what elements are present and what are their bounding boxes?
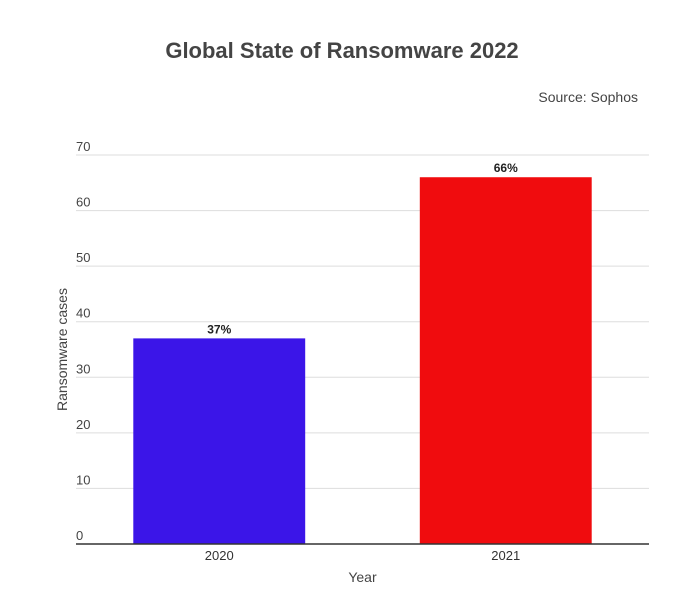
x-tick-label-2020: 2020 [205, 548, 234, 563]
y-axis-ticks: 0 10 20 30 40 50 60 70 [76, 139, 90, 543]
y-tick-label: 70 [76, 139, 90, 154]
y-tick-label: 40 [76, 306, 90, 321]
y-tick-label: 20 [76, 417, 90, 432]
bar-2020 [133, 338, 306, 544]
y-tick-label: 0 [76, 528, 83, 543]
data-labels: 37% 66% [207, 161, 518, 336]
y-tick-label: 50 [76, 250, 90, 265]
data-label-2020: 37% [207, 322, 231, 336]
x-axis-title: Year [348, 569, 377, 585]
y-tick-label: 60 [76, 195, 90, 210]
y-tick-label: 30 [76, 361, 90, 376]
chart-source: Source: Sophos [538, 89, 638, 105]
bars [133, 177, 592, 544]
bar-2021 [419, 177, 592, 544]
chart-title: Global State of Ransomware 2022 [165, 38, 519, 63]
x-tick-label-2021: 2021 [491, 548, 520, 563]
y-axis-title: Ransomware cases [54, 288, 70, 411]
y-tick-label: 10 [76, 472, 90, 487]
data-label-2021: 66% [494, 161, 518, 175]
x-axis-ticks: 2020 2021 [205, 548, 520, 563]
